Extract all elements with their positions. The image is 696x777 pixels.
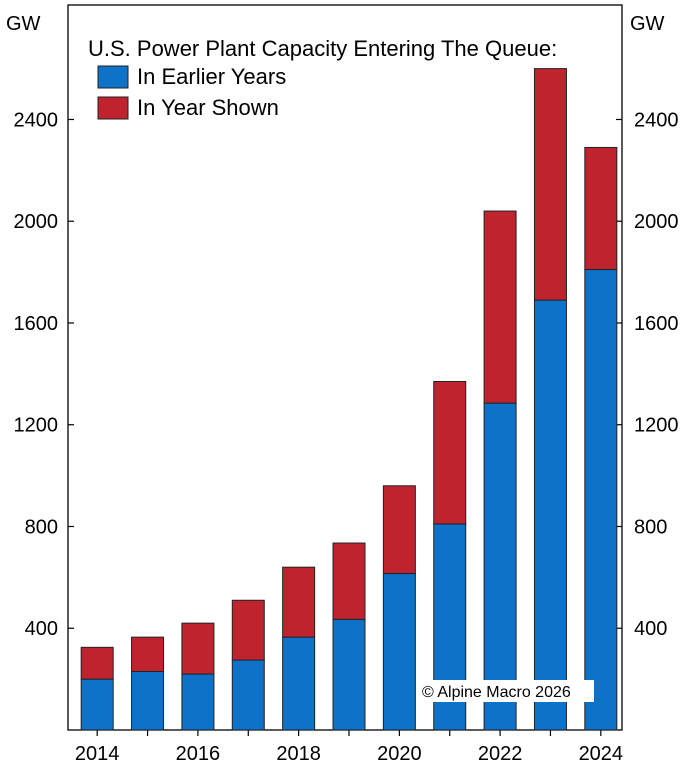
legend-swatch-earlier xyxy=(97,65,129,89)
x-tick-label: 2014 xyxy=(75,743,120,765)
bar-year-shown xyxy=(282,566,316,638)
y-tick-label-left: 800 xyxy=(25,516,58,538)
x-tick-label: 2024 xyxy=(579,743,624,765)
tick-labels: 400 400 800 800 1200 1200 1600 1600 2000 2000 2400… xyxy=(14,109,679,765)
y-axis-label-left: GW xyxy=(6,13,41,35)
y-tick-label-left: 2000 xyxy=(14,211,59,233)
bar-earlier-years xyxy=(483,402,517,731)
legend-label-year-shown: In Year Shown xyxy=(137,95,279,120)
y-tick-label-right: 1200 xyxy=(634,415,679,437)
bar-earlier-years xyxy=(584,269,618,731)
bar-earlier-years xyxy=(382,573,416,731)
y-tick-label-right: 2400 xyxy=(634,109,679,131)
bar-earlier-years xyxy=(231,659,265,731)
copyright-background xyxy=(418,680,594,702)
legend-swatch-year-shown xyxy=(97,96,129,120)
legend-label-earlier: In Earlier Years xyxy=(137,64,286,89)
legend: In Earlier Years In Year Shown xyxy=(97,64,286,120)
bar-year-shown xyxy=(80,646,114,680)
copyright-annotation: © Alpine Macro 2026 xyxy=(418,680,594,702)
y-tick-label-right: 800 xyxy=(634,516,667,538)
bar-year-shown xyxy=(382,485,416,575)
bar-year-shown xyxy=(533,68,567,301)
y-tick-label-right: 1600 xyxy=(634,313,679,335)
bar-year-shown xyxy=(131,636,165,672)
bar-year-shown xyxy=(181,622,215,675)
x-tick-label: 2018 xyxy=(276,743,321,765)
bar-year-shown xyxy=(332,542,366,620)
y-tick-label-left: 1600 xyxy=(14,313,59,335)
x-tick-label: 2022 xyxy=(478,743,523,765)
y-axis-label-right: GW xyxy=(630,13,665,35)
bar-earlier-years xyxy=(181,673,215,731)
chart-title: U.S. Power Plant Capacity Entering The Q… xyxy=(88,36,557,61)
x-tick-label: 2020 xyxy=(377,743,422,765)
y-tick-label-right: 400 xyxy=(634,618,667,640)
bars xyxy=(80,68,618,731)
y-tick-label-left: 1200 xyxy=(14,415,59,437)
bar-earlier-years xyxy=(131,670,165,731)
bar-earlier-years xyxy=(533,299,567,731)
copyright-text: © Alpine Macro 2026 xyxy=(422,684,571,701)
bar-year-shown xyxy=(483,210,517,404)
x-tick-label: 2016 xyxy=(176,743,221,765)
bar-earlier-years xyxy=(80,678,114,731)
bar-year-shown xyxy=(584,146,618,271)
y-tick-label-right: 2000 xyxy=(634,211,679,233)
y-tick-label-left: 400 xyxy=(25,618,58,640)
bar-earlier-years xyxy=(332,618,366,731)
y-tick-label-left: 2400 xyxy=(14,109,59,131)
bar-year-shown xyxy=(433,380,467,525)
bar-year-shown xyxy=(231,599,265,661)
bar-earlier-years xyxy=(282,636,316,731)
